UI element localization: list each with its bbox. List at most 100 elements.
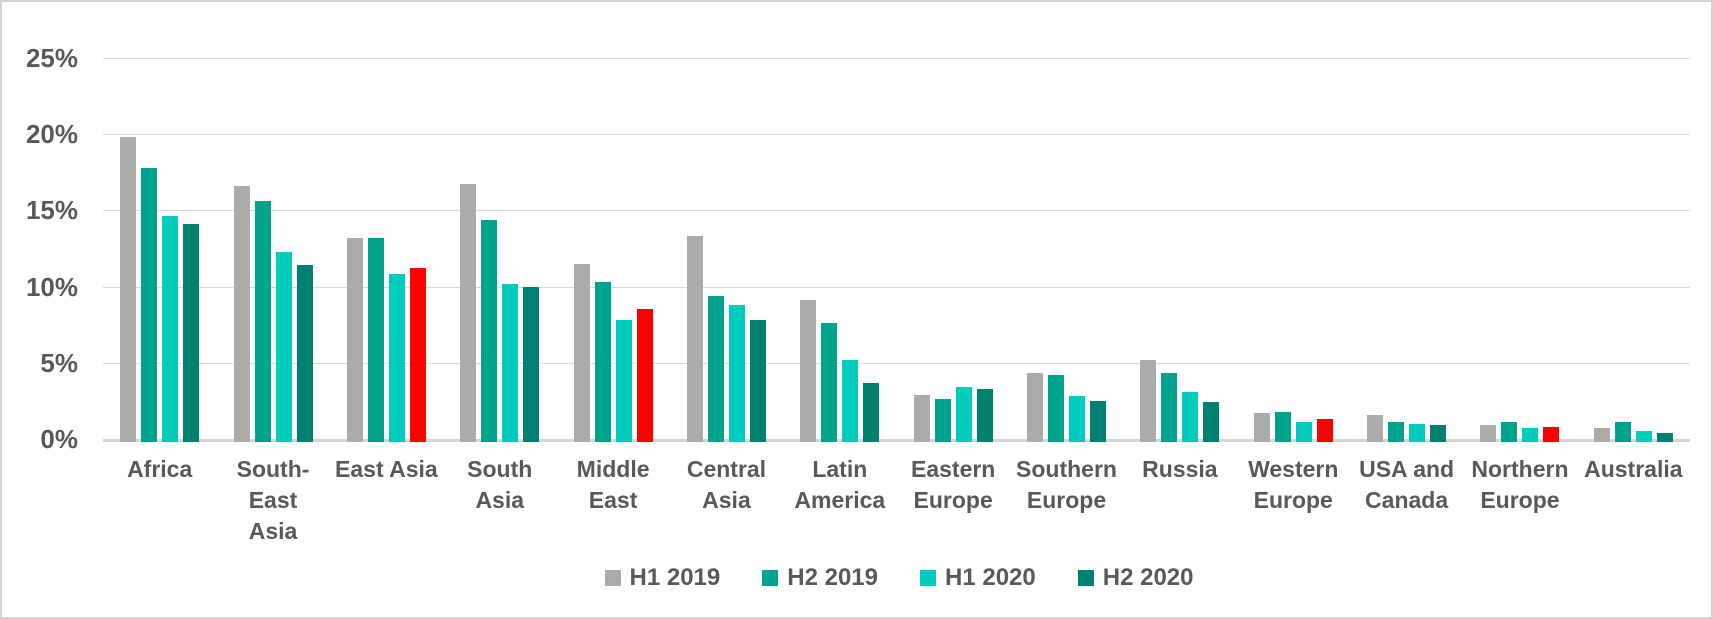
bar-h1-2019-usa-and-canada: [1367, 414, 1384, 442]
x-tick-label-southern-europe: Southern Europe: [1016, 456, 1117, 513]
bar-h2-2020-russia: [1203, 402, 1220, 442]
bar-h1-2020-central-asia: [728, 304, 745, 442]
bar-group-southern-europe: [1027, 373, 1107, 442]
x-tick-label-latin-america: Latin America: [794, 456, 886, 513]
bar-h2-2019-southern-europe: [1048, 374, 1065, 442]
bar-h1-2019-africa: [120, 137, 137, 442]
bar-h2-2020-latin-america: [863, 382, 880, 442]
bar-group-middle-east: [573, 263, 653, 442]
gridline-5: [103, 362, 1690, 364]
bar-h1-2019-latin-america: [800, 300, 817, 442]
x-tick-label-east-asia: East Asia: [335, 456, 438, 482]
x-tick-label-middle-east: Middle East: [576, 456, 650, 513]
bar-h1-2019-western-europe: [1253, 413, 1270, 442]
bar-h2-2020-usa-and-canada: [1430, 425, 1447, 442]
bar-h2-2019-latin-america: [821, 323, 838, 442]
y-tick-label-10: 10%: [25, 271, 78, 302]
x-tick-label-africa: Africa: [127, 456, 193, 482]
bar-group-australia: [1593, 422, 1673, 442]
bar-group-latin-america: [800, 300, 880, 442]
bar-h2-2020-africa: [183, 224, 200, 442]
bar-h2-2020-northern-europe-highlighted: [1543, 426, 1560, 442]
bar-h1-2020-middle-east: [615, 320, 632, 442]
y-tick-label-5: 5%: [40, 347, 78, 378]
bar-group-russia: [1140, 359, 1220, 442]
legend-label-h1-2019: H1 2019: [629, 564, 721, 591]
x-tick-label-eastern-europe: Eastern Europe: [910, 456, 996, 513]
bar-h2-2019-south-east-asia: [254, 201, 271, 442]
gridline-15: [103, 210, 1690, 212]
bar-h2-2020-eastern-europe: [976, 388, 993, 442]
legend-swatch-h1-2019: [604, 570, 621, 586]
bar-h1-2020-south-east-asia: [275, 251, 292, 442]
x-tick-label-south-asia: South Asia: [467, 456, 533, 513]
bar-h1-2020-latin-america: [842, 359, 859, 442]
bar-h1-2020-africa: [162, 216, 179, 442]
x-tick-label-northern-europe: Northern Europe: [1471, 456, 1569, 513]
legend: H1 2019 H2 2019 H1 2020 H2 2020: [105, 565, 1693, 591]
bar-h2-2019-eastern-europe: [934, 399, 951, 442]
bar-h2-2020-southern-europe: [1090, 400, 1107, 442]
bar-group-central-asia: [686, 236, 766, 442]
y-tick-label-20: 20%: [25, 119, 78, 150]
bar-h2-2019-russia: [1161, 373, 1178, 442]
y-tick-label-25: 25%: [25, 43, 78, 73]
bar-h1-2020-usa-and-canada: [1409, 423, 1426, 442]
bar-h1-2019-russia: [1140, 359, 1157, 442]
x-tick-label-south-east-asia: South-East Asia: [236, 456, 310, 544]
bar-h2-2019-australia: [1614, 422, 1631, 442]
bar-h2-2019-east-asia: [367, 237, 384, 442]
bar-h1-2019-southern-europe: [1027, 373, 1044, 442]
gridline-25: [103, 58, 1690, 59]
x-tick-label-australia: Australia: [1584, 456, 1683, 482]
bar-h2-2019-central-asia: [707, 295, 724, 442]
legend-item-h1-2020: H1 2020: [920, 565, 1036, 591]
legend-label-h2-2019: H2 2019: [787, 564, 878, 591]
legend-item-h1-2019: H1 2019: [604, 564, 721, 591]
bar-group-south-east-asia: [233, 185, 313, 442]
bar-h1-2019-east-asia: [346, 237, 363, 442]
legend-swatch-h2-2019: [762, 570, 779, 586]
bar-h1-2019-eastern-europe: [913, 394, 930, 442]
bar-h2-2020-central-asia: [749, 320, 766, 442]
bar-group-western-europe: [1253, 411, 1333, 442]
bar-h2-2019-usa-and-canada: [1388, 422, 1405, 442]
y-tick-label-0: 0%: [40, 424, 78, 454]
bar-h1-2020-russia: [1182, 391, 1199, 442]
legend-label-h2-2020: H2 2020: [1102, 564, 1194, 591]
bar-h1-2019-south-asia: [460, 184, 477, 442]
x-tick-label-central-asia: Central Asia: [686, 456, 767, 513]
bar-h1-2020-southern-europe: [1069, 396, 1086, 442]
bar-h1-2019-central-asia: [686, 236, 703, 442]
bar-h2-2020-middle-east-highlighted: [636, 309, 653, 442]
bar-h2-2020-east-asia-highlighted: [409, 268, 426, 442]
legend-swatch-h2-2020: [1077, 570, 1094, 586]
bar-h1-2020-south-asia: [502, 283, 519, 442]
bar-h2-2019-south-asia: [481, 219, 498, 442]
bar-group-northern-europe: [1480, 422, 1560, 442]
bar-h1-2020-eastern-europe: [955, 387, 972, 442]
x-axis-line: [103, 439, 1690, 442]
bar-h2-2019-western-europe: [1274, 411, 1291, 442]
x-tick-label-western-europe: Western Europe: [1248, 456, 1339, 513]
bar-h1-2020-east-asia: [388, 274, 405, 442]
bar-h1-2019-middle-east: [573, 263, 590, 442]
legend-swatch-h1-2020: [920, 570, 936, 586]
bar-h1-2019-northern-europe: [1480, 425, 1497, 442]
bar-h2-2019-middle-east: [594, 281, 611, 442]
legend-item-h2-2020: H2 2020: [1077, 564, 1194, 591]
bar-group-south-asia: [460, 184, 540, 442]
gridline-10: [103, 286, 1690, 288]
x-tick-label-russia: Russia: [1142, 456, 1218, 482]
x-tick-label-usa-and-canada: USA and Canada: [1359, 456, 1455, 513]
bar-h2-2020-australia: [1656, 432, 1673, 442]
gridline-20: [103, 134, 1690, 136]
y-tick-label-15: 15%: [25, 195, 78, 226]
bar-h1-2020-western-europe: [1295, 422, 1312, 442]
bar-h2-2019-northern-europe: [1501, 422, 1518, 442]
bar-h1-2020-australia: [1635, 431, 1652, 442]
bar-group-east-asia: [346, 237, 426, 442]
bar-h2-2020-western-europe-highlighted: [1316, 419, 1333, 442]
bar-h1-2020-northern-europe: [1522, 428, 1539, 442]
